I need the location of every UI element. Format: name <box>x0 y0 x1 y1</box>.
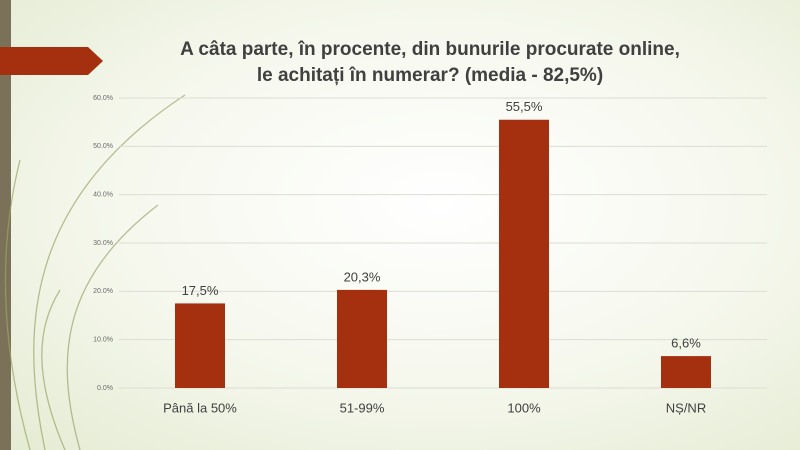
chart-title: le achitați în numerar? (media - 82,5%) <box>257 65 603 86</box>
data-label: 17,5% <box>182 283 219 298</box>
decor-curves <box>4 94 186 450</box>
x-tick-label: Până la 50% <box>163 400 237 415</box>
data-label: 6,6% <box>671 336 701 351</box>
data-label: 55,5% <box>506 99 543 114</box>
bar <box>175 303 225 388</box>
y-tick-label: 0.0% <box>97 385 113 392</box>
bar <box>337 289 387 388</box>
chart-title: A câta parte, în procente, din bunurile … <box>180 39 680 60</box>
data-label: 20,3% <box>344 269 381 284</box>
x-tick-label: 100% <box>507 400 541 415</box>
y-tick-label: 20.0% <box>93 288 113 295</box>
bar <box>499 119 549 388</box>
y-tick-label: 60.0% <box>93 95 113 102</box>
y-tick-label: 10.0% <box>93 337 113 344</box>
side-stripe <box>0 0 11 450</box>
bar <box>661 356 711 388</box>
y-tick-label: 30.0% <box>93 240 113 247</box>
title-arrow <box>0 47 103 75</box>
y-tick-label: 40.0% <box>93 192 113 199</box>
x-tick-label: 51-99% <box>340 400 385 415</box>
y-tick-label: 50.0% <box>93 143 113 150</box>
x-tick-label: NȘ/NR <box>666 400 706 415</box>
